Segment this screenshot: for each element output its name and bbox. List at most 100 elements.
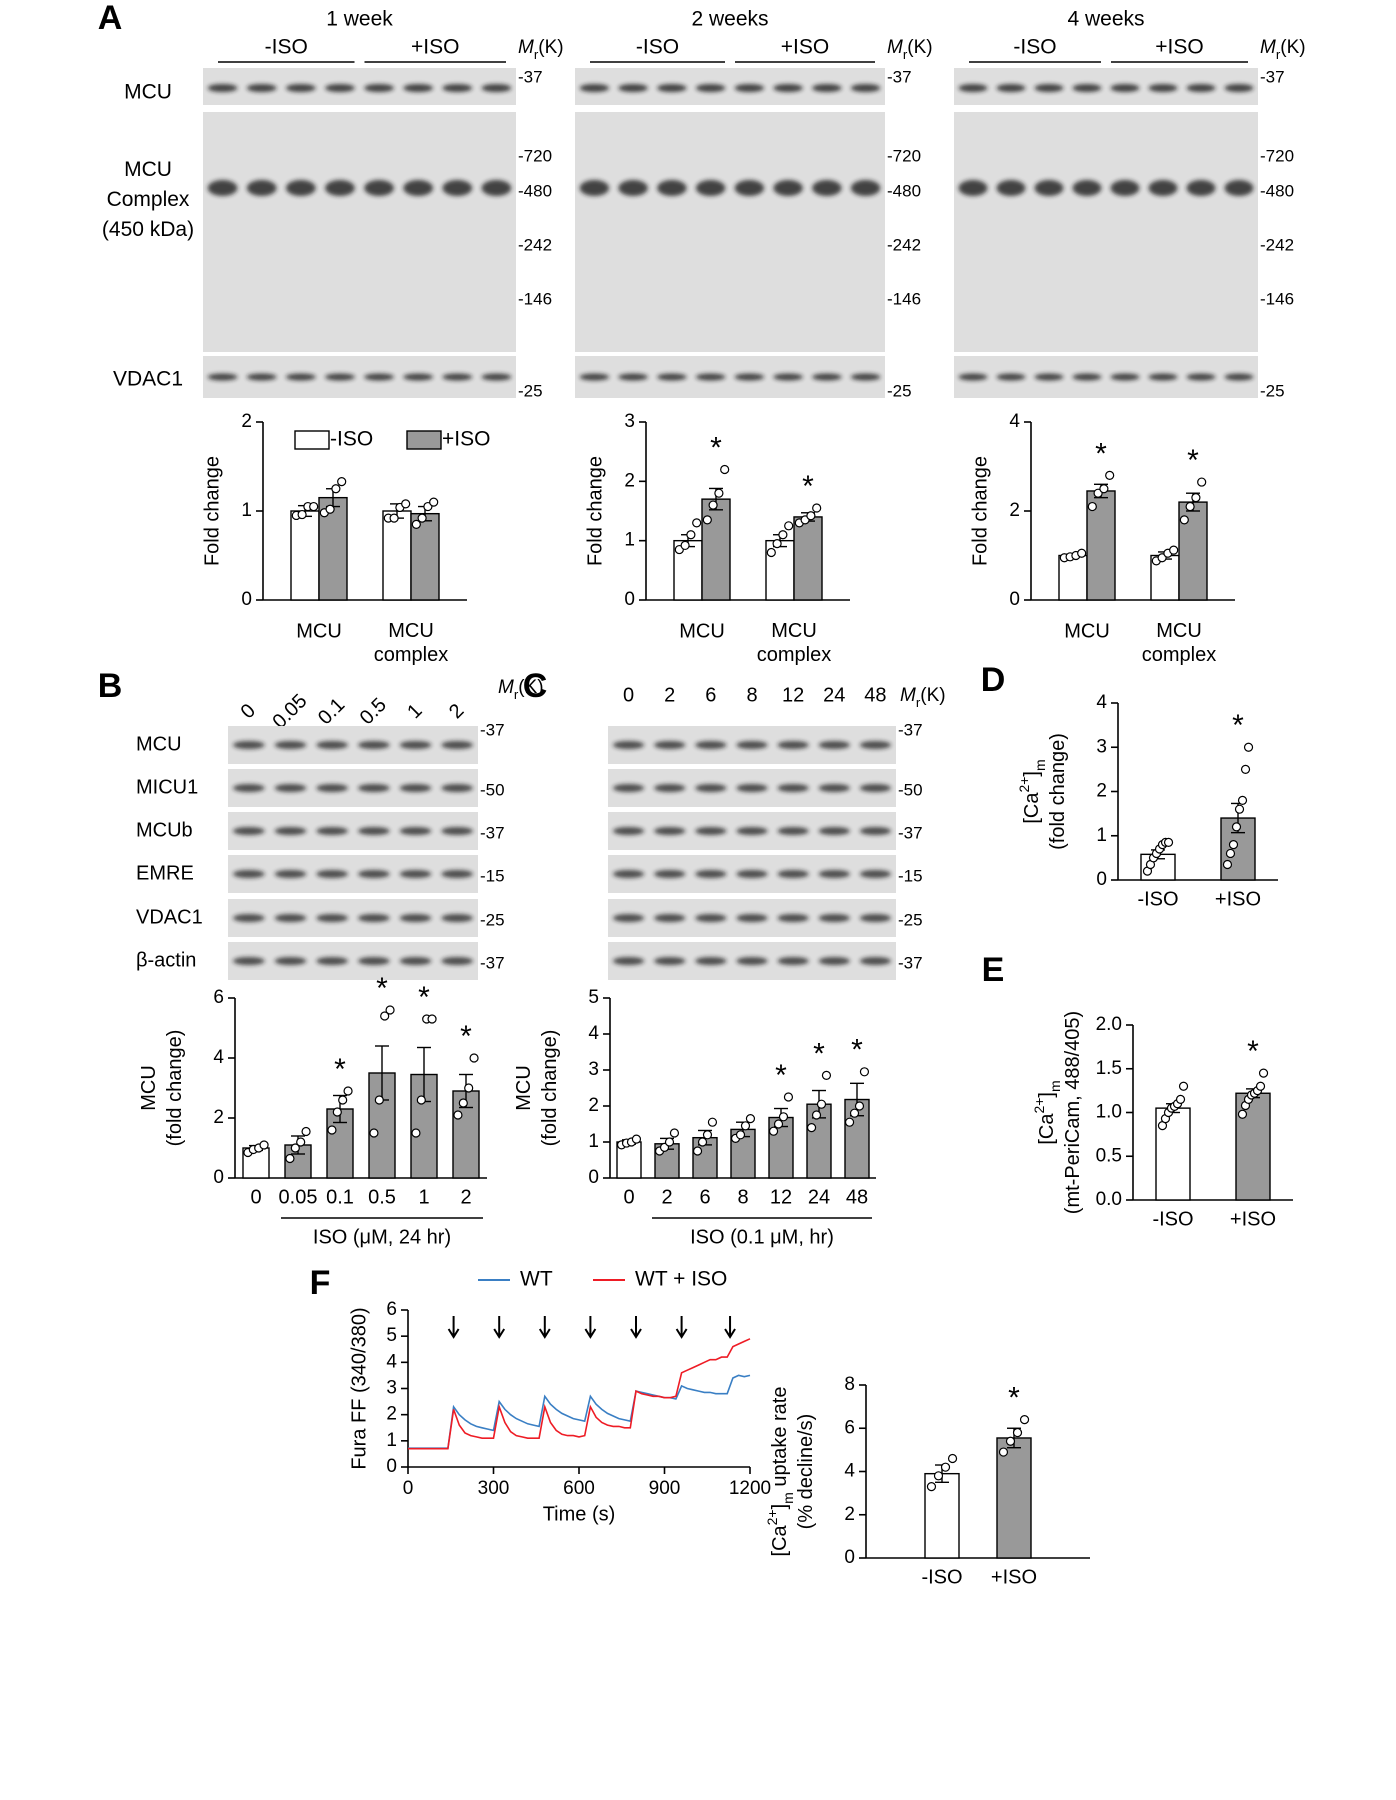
x-tick-label: 0 [623, 1186, 634, 1208]
blot-band [777, 827, 809, 835]
data-point [369, 1128, 379, 1138]
blot-band [316, 741, 348, 749]
blot-band [246, 84, 277, 92]
y-tick-label: 1 [241, 500, 252, 521]
data-point [1240, 764, 1251, 774]
blot-row-label-part: (450 kDa) [102, 218, 194, 241]
y-tick-label: 1 [624, 530, 635, 551]
blot-band [1034, 373, 1064, 381]
blot-row-label: EMRE [136, 862, 194, 884]
blot-band [325, 373, 355, 381]
group-label: +ISO [1155, 36, 1203, 59]
blot-band [773, 84, 803, 92]
lane-label: 12 [782, 684, 804, 706]
mr-label-part: (K) [538, 37, 563, 58]
x-tick-label: MCU [679, 620, 725, 642]
marker-label: -720 [518, 146, 552, 165]
x-tick-label: 1200 [729, 1478, 771, 1499]
data-point [1237, 1109, 1248, 1119]
mr-label-part: (K) [920, 685, 945, 706]
mr-label: Mr(K) [1260, 37, 1306, 62]
blot-band [403, 84, 434, 92]
blot-band [207, 180, 238, 196]
data-point [1077, 548, 1087, 558]
group-label: -ISO [265, 36, 308, 59]
blot-band [358, 914, 390, 922]
blot-band [399, 957, 432, 965]
blot-row-label: VDAC1 [136, 906, 203, 928]
data-point [821, 1070, 832, 1081]
blot-band [441, 741, 473, 749]
blot-band [1072, 84, 1102, 92]
lane-label: 24 [823, 684, 845, 706]
x-tick-label: +ISO [1230, 1208, 1276, 1230]
x-tick-label: 6 [699, 1186, 710, 1208]
y-tick-label: 6 [844, 1417, 855, 1438]
data-point [692, 518, 702, 528]
addition-arrow [584, 1316, 597, 1339]
blot-title: 2 weeks [691, 8, 768, 31]
blot-row-label: VDAC1 [113, 368, 183, 391]
significance-star: * [775, 1059, 787, 1092]
marker-label: -37 [887, 67, 912, 86]
significance-star: * [851, 1034, 863, 1067]
blot-band [441, 957, 473, 965]
lane-label: 6 [705, 684, 716, 706]
blot-band [859, 957, 892, 965]
blot-band [233, 957, 265, 965]
mr-label-part: M [518, 37, 534, 58]
blot-band [695, 741, 727, 749]
data-point [778, 530, 788, 540]
y-tick-label: 4 [844, 1461, 855, 1482]
blot-band [399, 741, 432, 749]
blot-band [958, 84, 988, 92]
data-point [778, 1112, 789, 1122]
x-tick-label: 48 [846, 1186, 868, 1208]
bar [290, 510, 320, 601]
marker-label: -480 [1260, 181, 1294, 200]
data-point [772, 539, 782, 549]
lane-label: 48 [864, 684, 886, 706]
data-point [664, 1137, 675, 1147]
blot-band [274, 827, 307, 835]
marker-label: -480 [887, 181, 921, 200]
legend-label: -ISO [330, 428, 373, 451]
y-tick-label: 0 [213, 1167, 224, 1188]
blot-band [818, 827, 850, 835]
x-axis-label: ISO (μM, 24 hr) [313, 1226, 451, 1248]
blot-band [442, 84, 473, 92]
data-point [1163, 837, 1174, 847]
y-axis-label-part: ] [1036, 1092, 1058, 1098]
data-point [1237, 795, 1248, 805]
y-tick-label: 1.5 [1096, 1058, 1122, 1079]
data-point [427, 1014, 437, 1024]
marker-label: -25 [898, 910, 923, 929]
y-tick-label: 4 [588, 1023, 599, 1044]
data-point [1225, 848, 1236, 859]
mr-label-part: M [887, 37, 903, 58]
y-tick-label: 3 [386, 1378, 397, 1399]
panel-letter: A [98, 0, 123, 37]
blot-band [207, 373, 238, 381]
data-point [1231, 822, 1242, 832]
y-axis-label-part: uptake rate [769, 1387, 791, 1493]
blot-band [233, 741, 265, 749]
blot-band [481, 84, 512, 92]
data-point [458, 1098, 468, 1108]
blot-band [233, 827, 265, 835]
blot-band [325, 180, 355, 196]
blot-band [442, 373, 473, 381]
blot [228, 855, 478, 893]
y-tick-label: 3 [624, 411, 635, 432]
data-point [417, 513, 427, 523]
addition-arrow [724, 1316, 736, 1339]
data-point [1255, 1081, 1266, 1091]
blot-band [316, 827, 348, 835]
addition-arrow [675, 1316, 688, 1339]
y-tick-label: 2 [386, 1404, 397, 1425]
blot-band [399, 870, 432, 878]
blot-band [274, 741, 307, 749]
x-tick-label: 0 [403, 1478, 414, 1499]
